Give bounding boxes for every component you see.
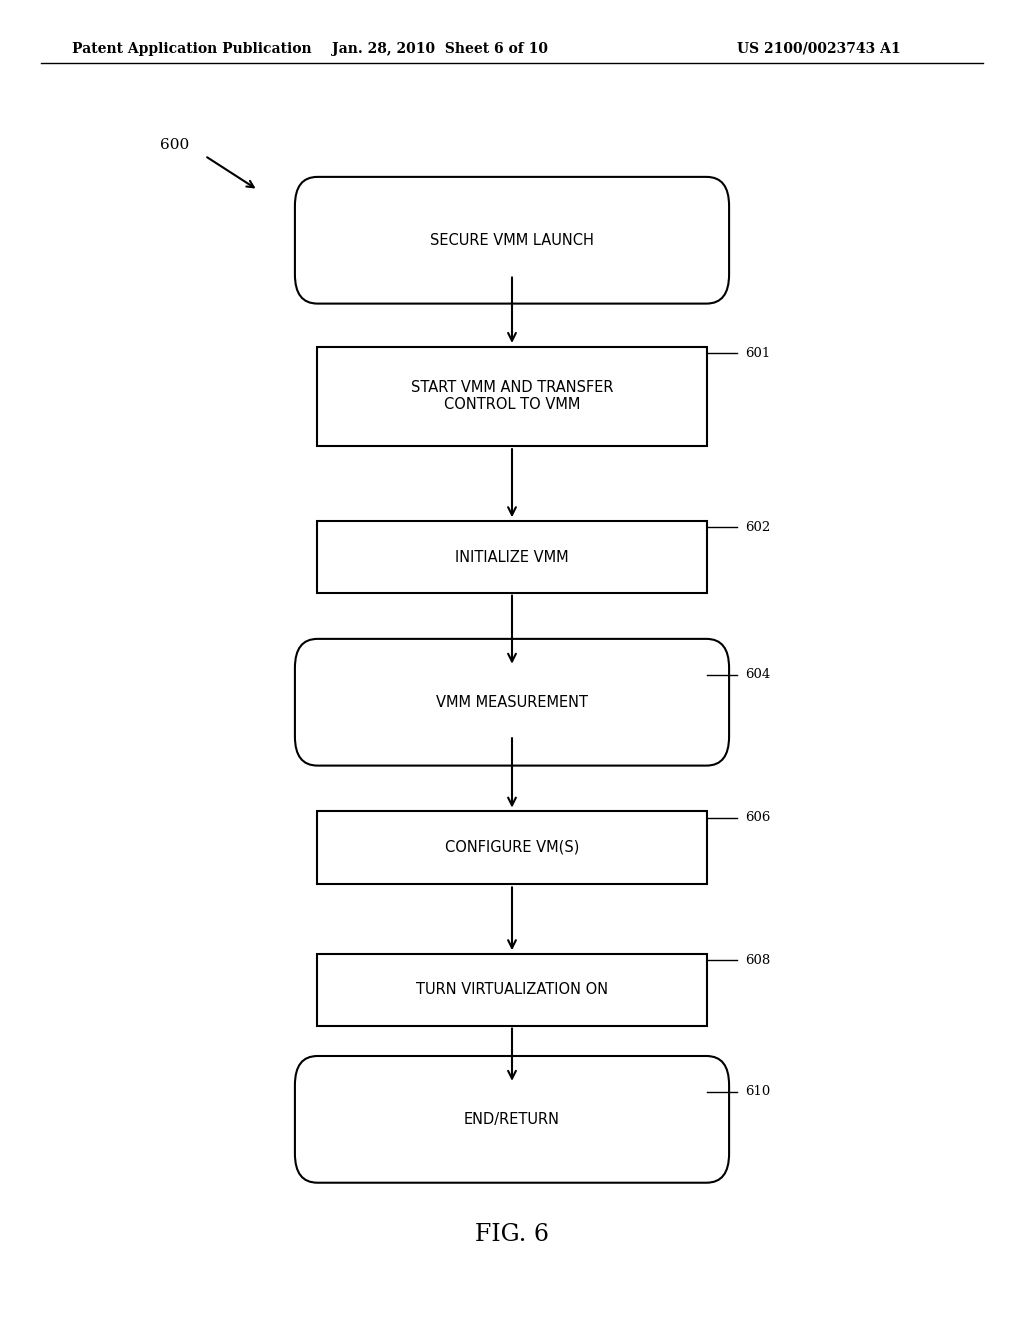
FancyBboxPatch shape — [295, 639, 729, 766]
FancyBboxPatch shape — [295, 1056, 729, 1183]
Text: Patent Application Publication: Patent Application Publication — [72, 42, 311, 55]
Bar — [317, 810, 707, 884]
Text: VMM MEASUREMENT: VMM MEASUREMENT — [436, 694, 588, 710]
Bar — [317, 520, 707, 594]
Text: 600: 600 — [160, 139, 189, 152]
Text: US 2100/0023743 A1: US 2100/0023743 A1 — [737, 42, 901, 55]
Bar — [317, 953, 707, 1027]
Text: Jan. 28, 2010  Sheet 6 of 10: Jan. 28, 2010 Sheet 6 of 10 — [333, 42, 548, 55]
Text: FIG. 6: FIG. 6 — [475, 1222, 549, 1246]
Bar — [317, 346, 707, 446]
Text: 608: 608 — [745, 954, 771, 966]
Text: CONFIGURE VM(S): CONFIGURE VM(S) — [444, 840, 580, 855]
Text: 610: 610 — [745, 1085, 771, 1098]
Text: START VMM AND TRANSFER
CONTROL TO VMM: START VMM AND TRANSFER CONTROL TO VMM — [411, 380, 613, 412]
Text: 604: 604 — [745, 668, 771, 681]
Text: 602: 602 — [745, 521, 771, 533]
Text: TURN VIRTUALIZATION ON: TURN VIRTUALIZATION ON — [416, 982, 608, 998]
Text: 606: 606 — [745, 812, 771, 824]
Text: 601: 601 — [745, 347, 771, 359]
Text: INITIALIZE VMM: INITIALIZE VMM — [456, 549, 568, 565]
Text: SECURE VMM LAUNCH: SECURE VMM LAUNCH — [430, 232, 594, 248]
Text: END/RETURN: END/RETURN — [464, 1111, 560, 1127]
FancyBboxPatch shape — [295, 177, 729, 304]
